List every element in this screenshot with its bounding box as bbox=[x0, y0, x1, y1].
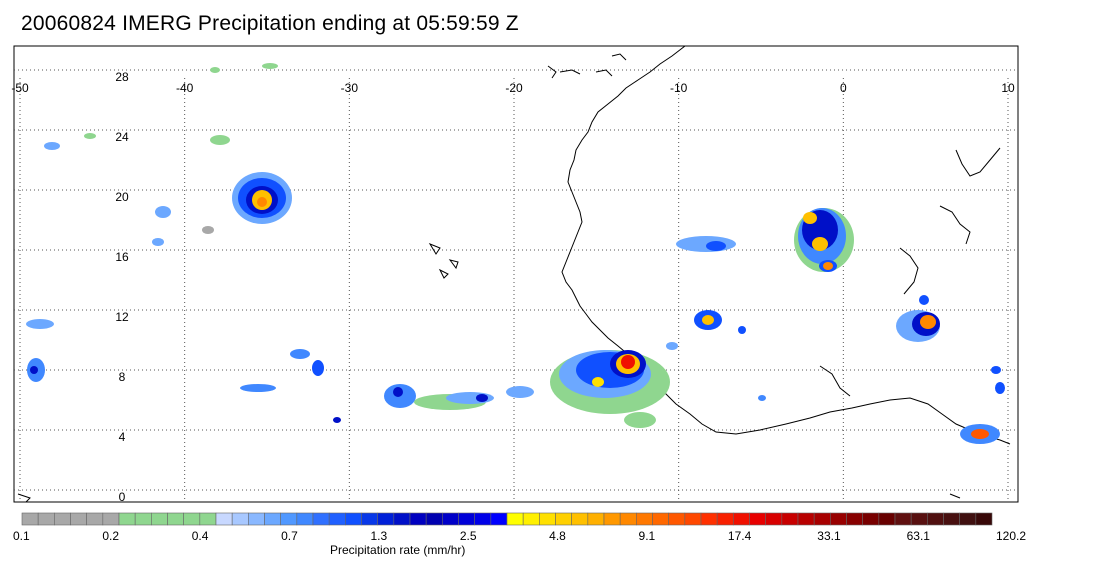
colorbar-swatch bbox=[134, 512, 152, 526]
colorbar-swatch bbox=[652, 512, 669, 526]
colorbar-swatch bbox=[54, 512, 71, 526]
longitude-label: -50 bbox=[11, 81, 29, 95]
colorbar-title: Precipitation rate (mm/hr) bbox=[330, 543, 466, 557]
colorbar-swatch bbox=[506, 512, 524, 526]
colorbar-swatch bbox=[458, 512, 475, 526]
colorbar-swatch bbox=[215, 512, 233, 526]
colorbar-swatch bbox=[700, 512, 718, 526]
colorbar-swatch bbox=[328, 512, 346, 526]
colorbar-swatch bbox=[345, 512, 362, 526]
colorbar-swatch bbox=[474, 512, 492, 526]
colorbar-swatch bbox=[716, 512, 734, 526]
latitude-labels: 28 24 20 16 12 8 4 0 bbox=[115, 70, 129, 504]
colorbar-label: 4.8 bbox=[549, 529, 566, 543]
colorbar-label: 2.5 bbox=[459, 529, 477, 543]
colorbar-swatch bbox=[409, 512, 427, 526]
latitude-label: 20 bbox=[115, 190, 129, 204]
colorbar-swatch bbox=[167, 512, 184, 526]
colorbar-swatch bbox=[86, 512, 104, 526]
colorbar-swatch bbox=[377, 512, 395, 526]
colorbar-swatch bbox=[862, 512, 880, 526]
colorbar-label: 0.4 bbox=[191, 529, 209, 543]
colorbar-swatch bbox=[442, 512, 459, 526]
longitude-label: -40 bbox=[176, 81, 194, 95]
colorbar-swatch bbox=[846, 512, 863, 526]
colorbar-swatch bbox=[636, 512, 653, 526]
latitude-label: 24 bbox=[115, 130, 129, 144]
latitude-label: 8 bbox=[119, 370, 126, 384]
colorbar-label: 0.7 bbox=[281, 529, 298, 543]
colorbar-swatch bbox=[70, 512, 87, 526]
latitude-label: 0 bbox=[119, 490, 126, 504]
colorbar-swatch bbox=[248, 512, 265, 526]
map-border bbox=[13, 45, 1019, 503]
colorbar-swatch bbox=[151, 512, 168, 526]
colorbar-swatch bbox=[619, 512, 637, 526]
colorbar-swatch bbox=[539, 512, 556, 526]
colorbar-swatch bbox=[231, 512, 249, 526]
colorbar-swatch bbox=[733, 512, 750, 526]
colorbar-swatch bbox=[684, 512, 702, 526]
colorbar-swatch bbox=[312, 512, 330, 526]
longitude-label: 10 bbox=[1001, 81, 1015, 95]
colorbar-swatch bbox=[37, 512, 55, 526]
colorbar-swatch bbox=[975, 512, 993, 526]
colorbar-swatch bbox=[490, 512, 508, 526]
colorbar-swatch bbox=[878, 512, 896, 526]
colorbar-swatch bbox=[118, 512, 136, 526]
colorbar-label: 1.3 bbox=[370, 529, 388, 543]
coastline bbox=[17, 45, 1011, 503]
latitude-label: 4 bbox=[119, 430, 126, 444]
colorbar-swatch bbox=[894, 512, 912, 526]
colorbar-swatch bbox=[927, 512, 944, 526]
colorbar-swatch bbox=[910, 512, 928, 526]
colorbar bbox=[21, 512, 993, 526]
colorbar-swatch bbox=[296, 512, 314, 526]
colorbar-swatch bbox=[781, 512, 799, 526]
colorbar-swatch bbox=[603, 512, 621, 526]
colorbar-swatch bbox=[264, 512, 281, 526]
colorbar-swatch bbox=[813, 512, 831, 526]
colorbar-swatch bbox=[361, 512, 378, 526]
latitude-label: 28 bbox=[115, 70, 129, 84]
colorbar-swatch bbox=[393, 512, 411, 526]
colorbar-swatch bbox=[943, 512, 960, 526]
colorbar-label: 120.2 bbox=[996, 529, 1027, 543]
colorbar-swatch bbox=[959, 512, 977, 526]
longitude-label: -20 bbox=[505, 81, 523, 95]
colorbar-swatch bbox=[668, 512, 686, 526]
colorbar-swatch bbox=[102, 512, 120, 526]
colorbar-label: 9.1 bbox=[638, 529, 656, 543]
colorbar-swatch bbox=[571, 512, 589, 526]
longitude-label: 0 bbox=[840, 81, 847, 95]
colorbar-label: 63.1 bbox=[906, 529, 930, 543]
colorbar-swatch bbox=[21, 512, 39, 526]
colorbar-swatch bbox=[587, 512, 605, 526]
colorbar-label: 0.2 bbox=[102, 529, 120, 543]
colorbar-swatch bbox=[183, 512, 201, 526]
map-title: 20060824 IMERG Precipitation ending at 0… bbox=[21, 12, 519, 35]
latitude-label: 12 bbox=[115, 310, 129, 324]
longitude-labels: -50 -40 -30 -20 -10 0 10 bbox=[11, 81, 1015, 95]
colorbar-label: 0.1 bbox=[13, 529, 30, 543]
precipitation-field bbox=[26, 63, 1005, 444]
latitude-label: 16 bbox=[115, 250, 129, 264]
longitude-label: -30 bbox=[341, 81, 359, 95]
colorbar-swatch bbox=[765, 512, 783, 526]
colorbar-label: 17.4 bbox=[727, 529, 752, 543]
colorbar-label: 33.1 bbox=[817, 529, 841, 543]
longitude-label: -10 bbox=[670, 81, 688, 95]
colorbar-swatch bbox=[522, 512, 540, 526]
colorbar-swatch bbox=[280, 512, 298, 526]
colorbar-swatch bbox=[830, 512, 847, 526]
colorbar-swatch bbox=[749, 512, 766, 526]
colorbar-swatch bbox=[199, 512, 217, 526]
colorbar-swatch bbox=[555, 512, 572, 526]
colorbar-swatch bbox=[797, 512, 815, 526]
colorbar-swatch bbox=[425, 512, 443, 526]
